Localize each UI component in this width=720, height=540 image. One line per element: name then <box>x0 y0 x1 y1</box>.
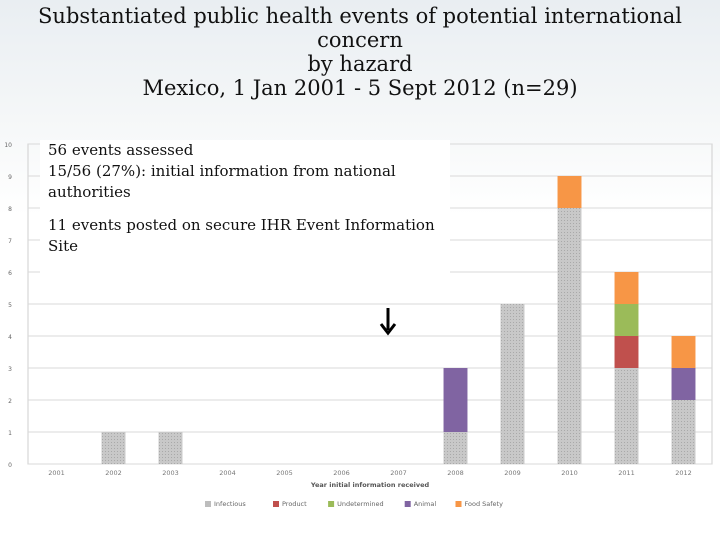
notes-box: 56 events assessed 15/56 (27%): initial … <box>40 140 450 274</box>
bar-infectious-2002 <box>101 432 126 464</box>
notes-line-3: 11 events posted on secure IHR Event Inf… <box>48 216 435 255</box>
x-tick-label: 2011 <box>618 469 635 477</box>
bar-product-2011 <box>614 336 639 368</box>
legend-label-product: Product <box>282 500 307 508</box>
notes-line-1: 56 events assessed <box>48 141 194 159</box>
legend-swatch-product <box>273 501 279 507</box>
x-tick-label: 2002 <box>105 469 122 477</box>
title-line-1: Substantiated public health events of po… <box>38 4 682 28</box>
bar-food-safety-2012 <box>671 336 696 368</box>
y-tick-label: 6 <box>8 270 12 277</box>
legend-label-animal: Animal <box>414 500 437 508</box>
title-line-2: concern <box>317 28 403 52</box>
y-tick-label: 4 <box>8 334 12 341</box>
legend-label-food-safety: Food Safety <box>465 500 504 508</box>
x-tick-label: 2006 <box>333 469 350 477</box>
slide-title: Substantiated public health events of po… <box>0 4 720 100</box>
y-tick-label: 5 <box>8 302 12 309</box>
x-tick-label: 2003 <box>162 469 179 477</box>
notes-line-2: 15/56 (27%): initial information from na… <box>48 162 396 201</box>
x-tick-label: 2009 <box>504 469 521 477</box>
legend-label-infectious: Infectious <box>214 500 246 508</box>
bar-infectious-2003 <box>158 432 183 464</box>
y-tick-label: 3 <box>8 366 12 373</box>
y-tick-label: 1 <box>8 430 12 437</box>
x-tick-label: 2007 <box>390 469 407 477</box>
x-tick-label: 2004 <box>219 469 236 477</box>
y-tick-label: 10 <box>4 142 12 149</box>
down-arrow-icon <box>378 308 398 338</box>
x-tick-label: 2012 <box>675 469 692 477</box>
bar-animal-2008 <box>443 368 468 432</box>
legend-label-undetermined: Undetermined <box>337 500 384 508</box>
x-axis-label: Year initial information received <box>310 481 430 489</box>
bar-infectious-2010 <box>557 208 582 464</box>
bar-infectious-2009 <box>500 304 525 464</box>
legend-swatch-infectious <box>205 501 211 507</box>
bar-undetermined-2011 <box>614 304 639 336</box>
x-tick-label: 2010 <box>561 469 578 477</box>
y-tick-label: 8 <box>8 206 12 213</box>
y-tick-label: 0 <box>8 462 12 469</box>
y-tick-label: 9 <box>8 174 12 181</box>
x-tick-label: 2001 <box>48 469 65 477</box>
bar-animal-2012 <box>671 368 696 400</box>
bar-food-safety-2010 <box>557 176 582 208</box>
x-tick-label: 2005 <box>276 469 293 477</box>
y-tick-label: 7 <box>8 238 12 245</box>
bar-infectious-2011 <box>614 368 639 464</box>
bar-infectious-2012 <box>671 400 696 464</box>
bar-food-safety-2011 <box>614 272 639 304</box>
y-tick-label: 2 <box>8 398 12 405</box>
bar-infectious-2008 <box>443 432 468 464</box>
x-tick-label: 2008 <box>447 469 464 477</box>
title-line-3: by hazard <box>307 52 413 76</box>
legend-swatch-animal <box>404 501 411 507</box>
legend-swatch-food-safety <box>455 501 462 507</box>
title-line-4: Mexico, 1 Jan 2001 - 5 Sept 2012 (n=29) <box>142 76 578 100</box>
legend-swatch-undetermined <box>328 501 335 507</box>
